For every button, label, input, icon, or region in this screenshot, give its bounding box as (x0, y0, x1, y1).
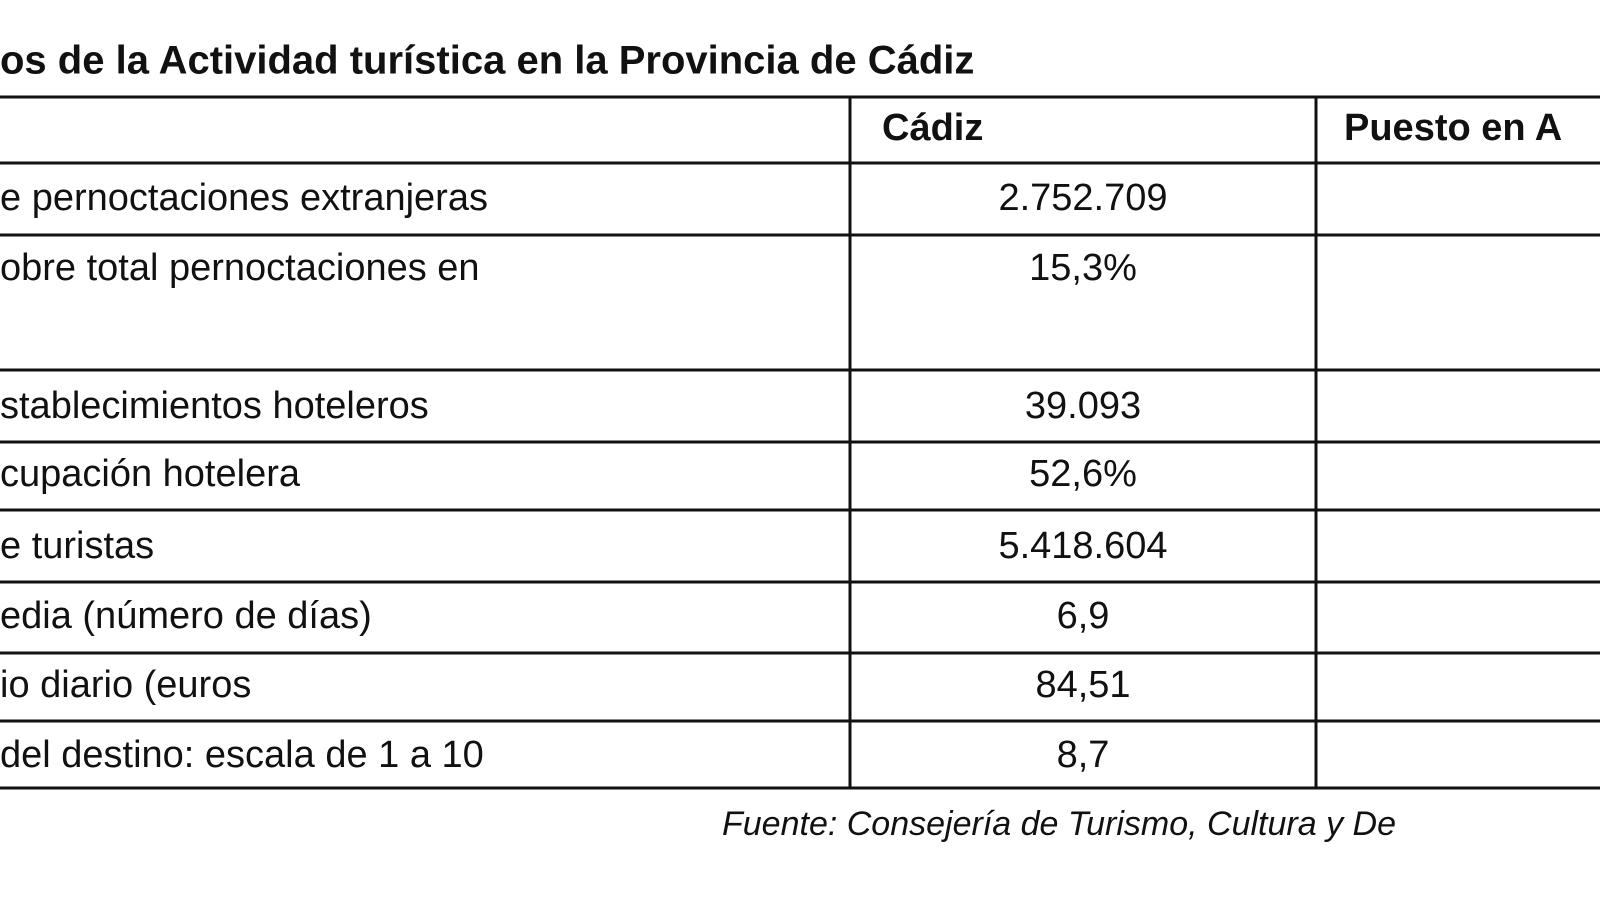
row-value: 52,6% (1029, 453, 1137, 495)
header-cell: Puesto en A (1344, 107, 1562, 149)
row-value: 8,7 (1057, 734, 1110, 776)
row-label: del destino: escala de 1 a 10 (0, 734, 484, 776)
row-label: obre total pernoctaciones en (0, 247, 480, 289)
table-grid (0, 95, 1600, 790)
header-cell: Cádiz (882, 107, 983, 149)
title: os de la Actividad turística en la Provi… (0, 39, 974, 83)
row-label: e turistas (0, 525, 154, 567)
row-label: cupación hotelera (0, 453, 301, 495)
row-label: edia (número de días) (0, 595, 372, 637)
row-value: 84,51 (1035, 664, 1130, 706)
row-value: 2.752.709 (998, 177, 1167, 219)
row-value: 5.418.604 (998, 525, 1167, 567)
row-value: 15,3% (1029, 247, 1137, 289)
row-label: stablecimientos hoteleros (0, 385, 429, 427)
row-value: 6,9 (1057, 595, 1110, 637)
row-label: e pernoctaciones extranjeras (0, 177, 488, 219)
table-rows: e pernoctaciones extranjeras 2.752.709 obr… (0, 177, 1168, 776)
source-note: Fuente: Consejería de Turismo, Cultura y… (722, 805, 1396, 843)
row-value: 39.093 (1025, 385, 1141, 427)
row-label: io diario (euros (0, 664, 251, 706)
